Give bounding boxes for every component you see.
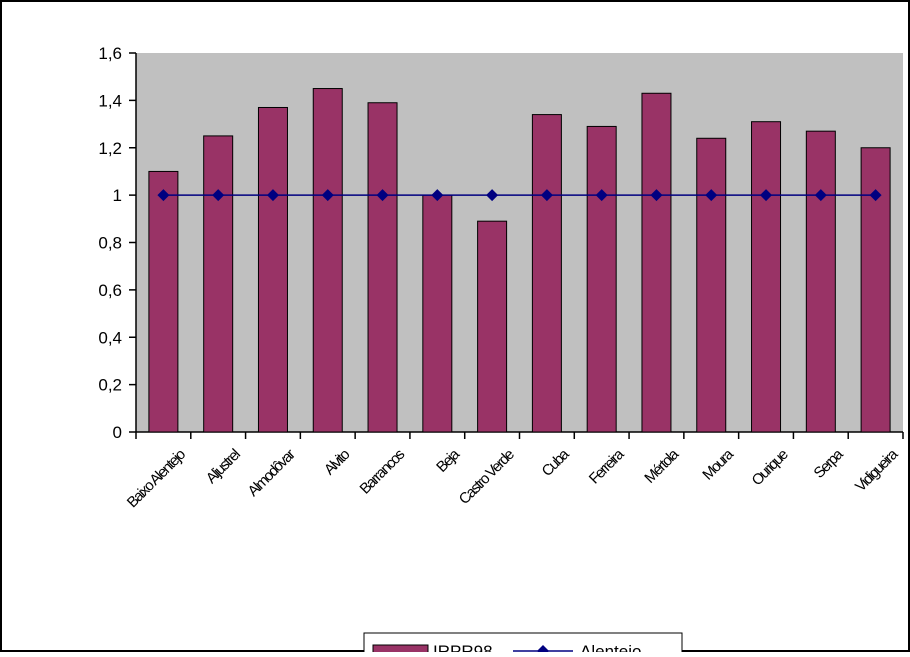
legend-label-irpr98: IRPR98 [433, 642, 493, 652]
marker-alentejo [869, 189, 882, 202]
y-tick-label: 0 [113, 423, 122, 442]
bar-irpr98 [367, 102, 398, 433]
marker-alentejo [650, 189, 663, 202]
legend: IRPR98 Alentejo [363, 632, 683, 657]
marker-alentejo [212, 189, 225, 202]
bar-irpr98 [586, 125, 617, 433]
marker-alentejo [540, 189, 553, 202]
bar-irpr98 [641, 92, 672, 433]
bar-irpr98 [696, 137, 727, 433]
marker-alentejo [595, 189, 608, 202]
legend-label-alentejo: Alentejo [580, 642, 641, 652]
bar-irpr98 [257, 106, 288, 433]
bar-irpr98 [148, 170, 179, 433]
y-tick-label: 0,2 [98, 376, 122, 395]
y-tick-label: 0,4 [98, 328, 122, 347]
bar-irpr98 [477, 220, 508, 433]
y-tick-label: 1,6 [98, 44, 122, 63]
bar-irpr98 [422, 194, 453, 433]
bar-irpr98 [751, 121, 782, 433]
y-tick-label: 1,4 [98, 91, 122, 110]
plot-area [136, 53, 903, 432]
marker-alentejo [705, 189, 718, 202]
bar-irpr98 [805, 130, 836, 433]
marker-alentejo [376, 189, 389, 202]
bar-irpr98 [531, 114, 562, 433]
bar-irpr98 [312, 88, 343, 433]
marker-alentejo [321, 189, 334, 202]
bar-irpr98 [203, 135, 234, 433]
legend-swatch-irpr98 [372, 644, 429, 657]
marker-alentejo [266, 189, 279, 202]
y-tick-label: 0,6 [98, 281, 122, 300]
marker-alentejo [760, 189, 773, 202]
y-axis: 0 0,2 0,4 0,6 0,8 1 1,2 1,4 1,6 [98, 44, 137, 442]
marker-alentejo [157, 189, 170, 202]
marker-alentejo [486, 189, 499, 202]
line-series [157, 189, 882, 202]
marker-alentejo [431, 189, 444, 202]
y-tick-label: 1 [113, 186, 122, 205]
y-tick-label: 0,8 [98, 234, 122, 253]
marker-alentejo [814, 189, 827, 202]
y-tick-label: 1,2 [98, 139, 122, 158]
